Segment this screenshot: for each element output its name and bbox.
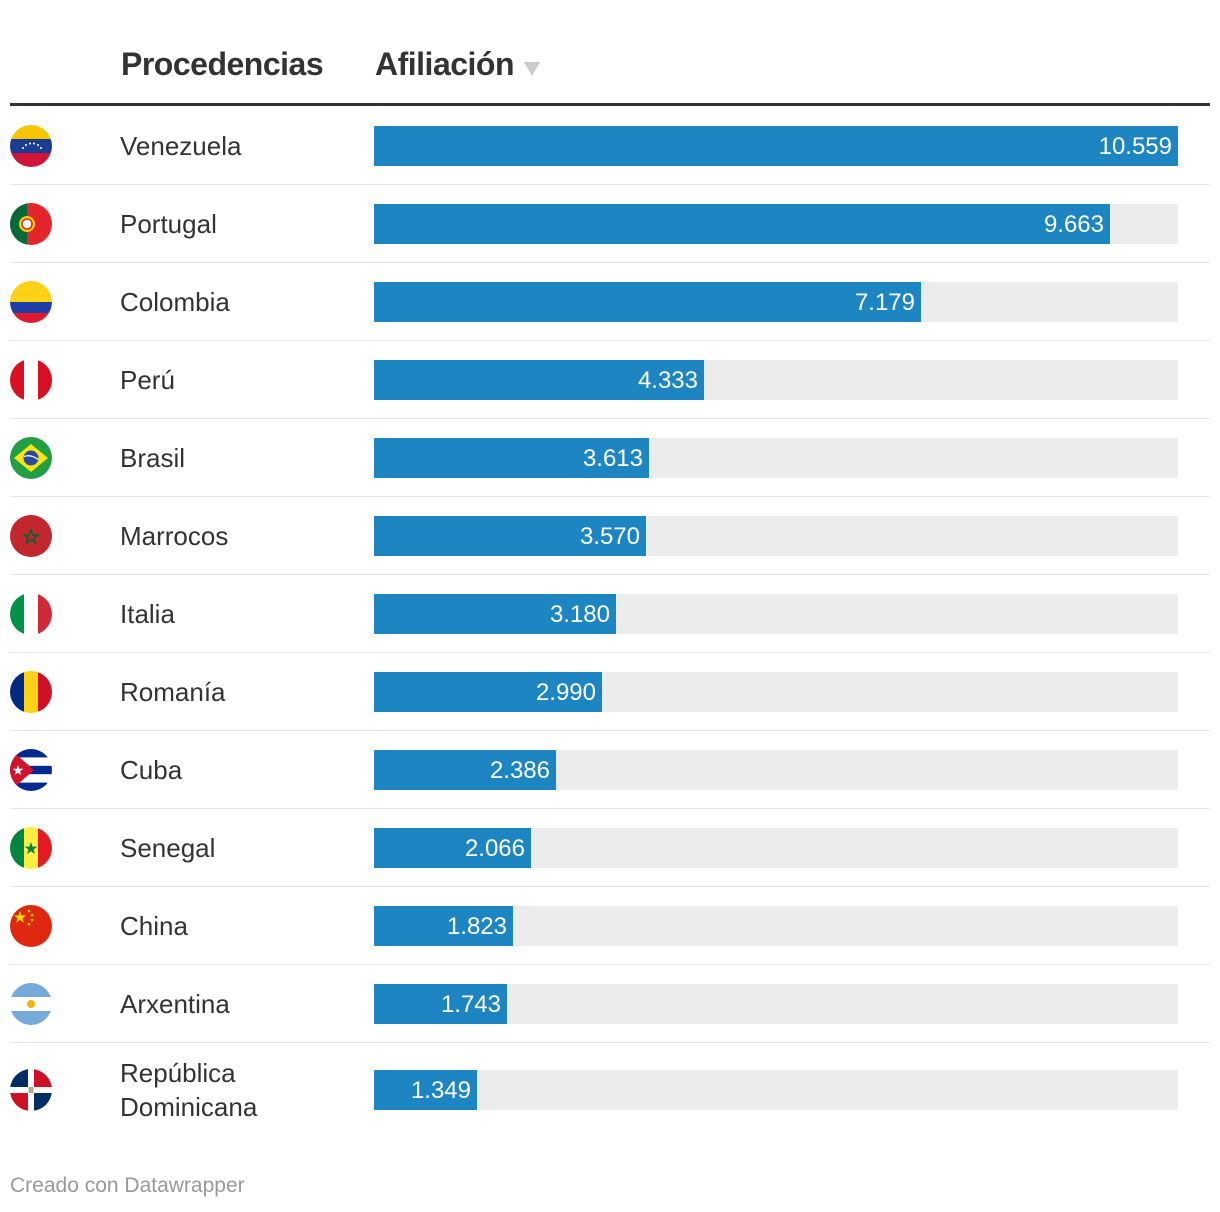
table-row: República Dominicana 1.349 — [10, 1043, 1210, 1137]
italy-flag-icon — [10, 592, 52, 635]
romania-flag-icon — [10, 670, 52, 713]
bar: 3.180 — [374, 593, 616, 634]
bar-track: 9.663 — [374, 203, 1178, 244]
country-label: República Dominicana — [120, 1058, 258, 1122]
bar: 1.743 — [374, 983, 507, 1024]
country-label: Perú — [120, 364, 175, 395]
cuba-flag-icon — [10, 748, 52, 791]
table-header: Procedencias Afiliación — [10, 0, 1210, 106]
column-header-affiliation[interactable]: Afiliación — [375, 46, 541, 83]
table-row: Portugal 9.663 — [10, 185, 1210, 263]
bar-value-label: 1.743 — [440, 990, 501, 1018]
bar-value-label: 7.179 — [854, 288, 915, 316]
column-header-origins[interactable]: Procedencias — [121, 46, 324, 82]
column-header-affiliation-label: Afiliación — [375, 46, 515, 82]
table-row: Marrocos 3.570 — [10, 497, 1210, 575]
bar-track: 3.570 — [374, 515, 1178, 556]
bar: 2.386 — [374, 749, 556, 790]
venezuela-flag-icon — [10, 124, 52, 167]
bar-track: 3.180 — [374, 593, 1178, 634]
bar-value-label: 3.180 — [549, 600, 610, 628]
country-label: China — [120, 910, 188, 941]
country-label: Italia — [120, 598, 175, 629]
bar-track: 1.349 — [374, 1070, 1178, 1110]
brazil-flag-icon — [10, 436, 52, 479]
table-row: Senegal 2.066 — [10, 809, 1210, 887]
country-label: Portugal — [120, 208, 217, 239]
bar-value-label: 4.333 — [637, 366, 698, 394]
dominican-republic-flag-icon — [10, 1069, 52, 1111]
bar: 9.663 — [374, 203, 1110, 244]
bar-track: 2.066 — [374, 827, 1178, 868]
bar-value-label: 3.570 — [579, 522, 640, 550]
bar-track: 4.333 — [374, 359, 1178, 400]
bar: 4.333 — [374, 359, 704, 400]
bar-track: 7.179 — [374, 281, 1178, 322]
table-row: Brasil 3.613 — [10, 419, 1210, 497]
table-row: Perú 4.333 — [10, 341, 1210, 419]
bar: 1.349 — [374, 1070, 477, 1110]
triangle-down-icon[interactable] — [524, 61, 541, 76]
bar-value-label: 3.613 — [582, 444, 643, 472]
footer-credit[interactable]: Creado con Datawrapper — [10, 1174, 245, 1197]
bar-track: 1.823 — [374, 905, 1178, 946]
bar-track: 2.386 — [374, 749, 1178, 790]
table-row: Italia 3.180 — [10, 575, 1210, 653]
country-label: Colombia — [120, 286, 230, 317]
table-row: Cuba 2.386 — [10, 731, 1210, 809]
bar-value-label: 1.823 — [446, 912, 507, 940]
bar-table: Venezuela 10.559 Portugal 9.663 Colombia 7.17… — [10, 107, 1210, 1137]
bar-value-label: 2.990 — [535, 678, 596, 706]
country-label: Arxentina — [120, 988, 230, 1019]
bar: 2.066 — [374, 827, 531, 868]
argentina-flag-icon — [10, 982, 52, 1025]
morocco-flag-icon — [10, 514, 52, 557]
country-label: Senegal — [120, 832, 216, 863]
table-row: Romanía 2.990 — [10, 653, 1210, 731]
portugal-flag-icon — [10, 202, 52, 245]
senegal-flag-icon — [10, 826, 52, 869]
bar: 1.823 — [374, 905, 513, 946]
bar-value-label: 2.066 — [464, 834, 525, 862]
peru-flag-icon — [10, 358, 52, 401]
bar-track: 2.990 — [374, 671, 1178, 712]
country-label: Romanía — [120, 676, 226, 707]
table-row: Colombia 7.179 — [10, 263, 1210, 341]
country-label: Marrocos — [120, 520, 229, 551]
bar: 10.559 — [374, 125, 1178, 166]
bar-track: 1.743 — [374, 983, 1178, 1024]
bar: 3.613 — [374, 437, 649, 478]
table-row: Arxentina 1.743 — [10, 965, 1210, 1043]
bar-value-label: 1.349 — [410, 1077, 471, 1104]
china-flag-icon — [10, 904, 52, 947]
country-label: Cuba — [120, 754, 183, 785]
colombia-flag-icon — [10, 280, 52, 323]
country-label: Venezuela — [120, 130, 242, 161]
bar-track: 3.613 — [374, 437, 1178, 478]
bar-value-label: 10.559 — [1098, 132, 1172, 160]
bar: 7.179 — [374, 281, 921, 322]
bar-value-label: 9.663 — [1043, 210, 1104, 238]
country-label: Brasil — [120, 442, 186, 473]
bar-track: 10.559 — [374, 125, 1178, 166]
bar: 3.570 — [374, 515, 646, 556]
bar: 2.990 — [374, 671, 602, 712]
table-row: Venezuela 10.559 — [10, 107, 1210, 185]
table-row: China 1.823 — [10, 887, 1210, 965]
bar-value-label: 2.386 — [489, 756, 550, 784]
